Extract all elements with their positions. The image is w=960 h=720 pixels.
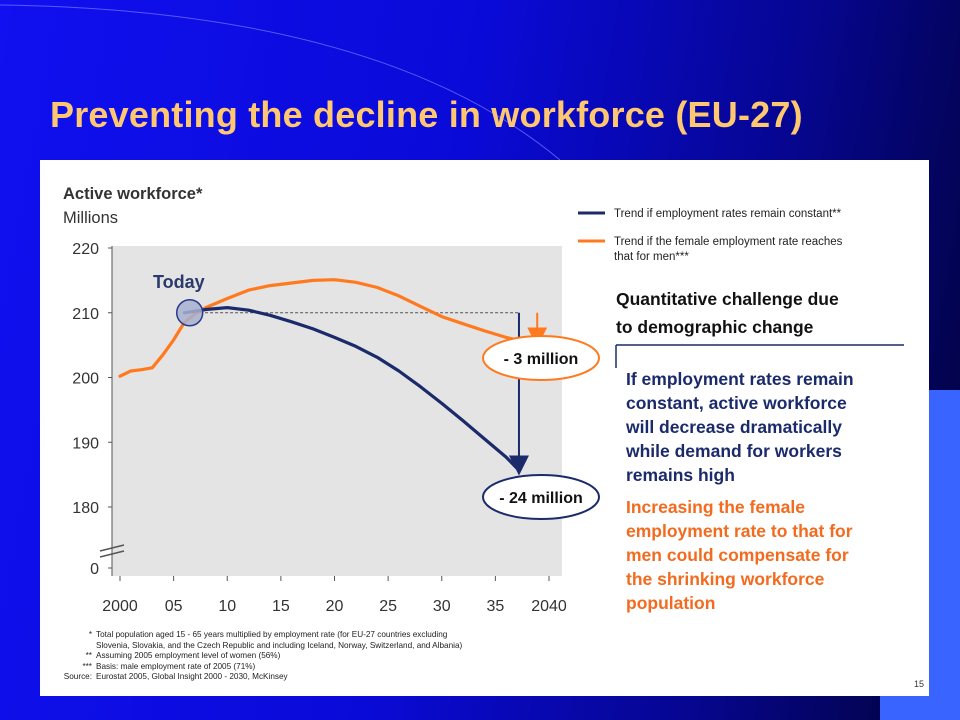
- legend-label-constant-rate: Trend if employment rates remain constan…: [614, 208, 842, 220]
- footnote-text: Slovenia, Slovakia, and the Czech Republ…: [96, 640, 463, 650]
- y-tick-label: 180: [72, 500, 99, 517]
- footnote-text: Total population aged 15 - 65 years mult…: [96, 630, 448, 639]
- plot-area-background: [112, 246, 562, 576]
- footnote-mark: Source:: [63, 672, 92, 681]
- y-tick-label: 200: [72, 371, 99, 388]
- today-label: Today: [153, 272, 205, 292]
- footnote-mark: **: [85, 651, 92, 660]
- orange-text-block: Increasing the female employment rate to…: [626, 495, 853, 615]
- decorative-side-tab: [925, 390, 960, 720]
- blue-text-line: If employment rates remain: [626, 369, 854, 389]
- right-panel-heading-line2: to demographic change: [616, 317, 814, 337]
- y-tick-label: 0: [90, 561, 99, 578]
- y-axis-break-mark-1: [99, 544, 125, 552]
- x-tick-label: 30: [433, 598, 451, 615]
- y-axis-break-mark-2: [99, 550, 125, 558]
- footnote-text: Basis: male employment rate of 2005 (71%…: [96, 661, 256, 671]
- footnote-mark: *: [88, 630, 92, 639]
- x-tick-label: 10: [218, 598, 236, 615]
- x-axis-ticks: 2000 05 10 15 20 25 30 35 2040: [102, 576, 567, 615]
- y-axis-unit-label: Millions: [63, 209, 118, 227]
- x-tick-label: 35: [486, 598, 504, 615]
- footnotes: * Total population aged 15 - 65 years mu…: [62, 630, 462, 683]
- footnote-text: Eurostat 2005, Global Insight 2000 - 203…: [96, 672, 288, 681]
- y-tick-label: 210: [72, 306, 99, 323]
- x-tick-label: 2000: [102, 598, 138, 615]
- page-number: 15: [914, 679, 925, 689]
- footnote-text: Assuming 2005 employment level of women …: [96, 651, 281, 660]
- gap-small-callout: [482, 335, 600, 381]
- slide-title: Preventing the decline in workforce (EU-…: [50, 94, 803, 135]
- x-tick-label: 15: [272, 598, 290, 615]
- right-panel-heading-line1: Quantitative challenge due: [616, 289, 839, 309]
- series-line-constant-rate: [182, 306, 519, 470]
- footnote-row: Source: Eurostat 2005, Global Insight 20…: [62, 672, 462, 683]
- orange-text-line: the shrinking workforce: [626, 569, 825, 589]
- footnote-row: ** Assuming 2005 employment level of wom…: [62, 651, 462, 662]
- orange-text-line: Increasing the female: [626, 497, 805, 517]
- orange-text-line: employment rate to that for: [626, 521, 853, 541]
- footnote-mark: ***: [82, 661, 92, 671]
- blue-text-line: while demand for workers: [626, 441, 842, 461]
- orange-text-line: men could compensate for: [626, 545, 849, 565]
- chart-title: Active workforce*: [63, 185, 203, 203]
- blue-text-line: remains high: [626, 465, 735, 485]
- blue-text-line: will decrease dramatically: [626, 417, 842, 437]
- x-tick-label: 2040: [531, 598, 567, 615]
- y-tick-label: 190: [72, 435, 99, 452]
- blue-text-line: constant, active workforce: [626, 393, 847, 413]
- x-tick-label: 20: [326, 598, 344, 615]
- footnote-row: * Total population aged 15 - 65 years mu…: [62, 630, 462, 651]
- x-tick-label: 05: [165, 598, 183, 615]
- series-line-female-rate: [118, 278, 519, 378]
- orange-text-line: population: [626, 593, 716, 613]
- y-axis-ticks: 220 210 200 190 180 0: [72, 241, 112, 578]
- x-tick-label: 25: [379, 598, 397, 615]
- blue-text-block: If employment rates remain constant, act…: [626, 367, 854, 487]
- gap-small-label: - 3 million: [504, 351, 579, 368]
- today-marker-circle: [175, 299, 204, 327]
- legend-label-female-rate: Trend if the female employment rate reac…: [614, 236, 843, 263]
- footnote-row: *** Basis: male employment rate of 2005 …: [62, 662, 462, 673]
- gap-large-label: - 24 million: [499, 490, 583, 507]
- y-tick-label: 220: [72, 241, 99, 258]
- gap-large-callout: [482, 474, 600, 520]
